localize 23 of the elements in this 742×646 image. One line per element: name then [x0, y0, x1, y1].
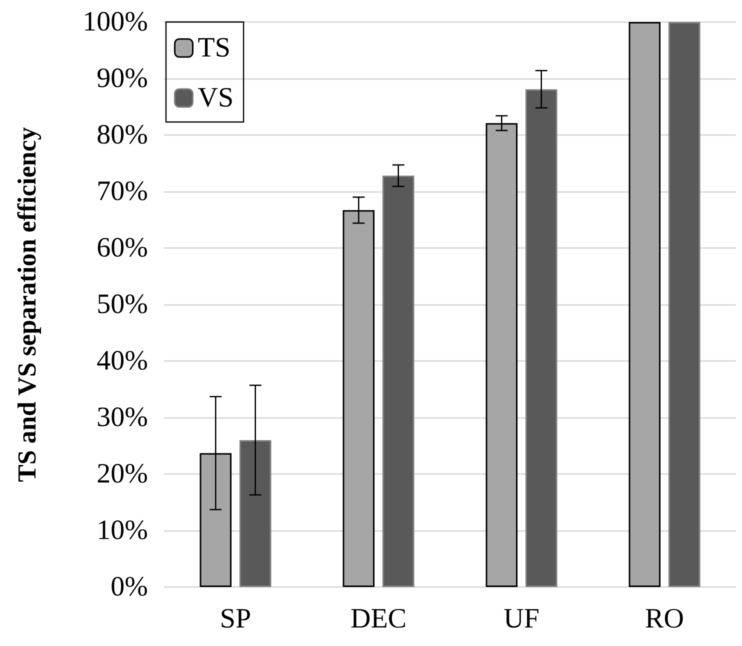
bar [525, 89, 558, 587]
legend-label: VS [198, 82, 234, 114]
y-tick-label: 20% [96, 458, 148, 490]
y-tick-label: 60% [96, 232, 148, 264]
bar [239, 440, 272, 587]
y-tick-label: 80% [96, 120, 148, 150]
legend-label: TS [198, 32, 230, 64]
y-tick-label: 50% [96, 289, 148, 320]
y-tick-label: 0% [110, 572, 148, 602]
bar [382, 176, 414, 587]
x-tick-label: UF [504, 604, 540, 634]
y-tick-label: 30% [96, 402, 148, 433]
bar [628, 22, 661, 587]
y-axis-title: TS and VS separation efficiency [12, 127, 42, 482]
y-tick-label: 10% [96, 515, 148, 546]
x-tick-label: DEC [350, 604, 406, 634]
bar [668, 22, 700, 587]
y-tick-label: 70% [96, 176, 148, 207]
y-tick-label: 90% [96, 63, 148, 94]
y-tick-label: 40% [96, 346, 148, 376]
x-tick-label: SP [220, 604, 252, 634]
x-tick-label: RO [645, 604, 684, 634]
y-tick-label: 100% [82, 6, 148, 38]
